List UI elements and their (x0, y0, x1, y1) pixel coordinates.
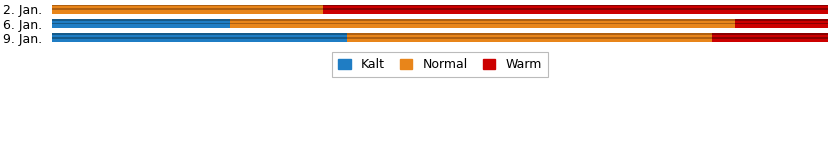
Bar (230, 23, 735, 24)
Bar (323, 5, 829, 14)
Bar (52, 33, 347, 35)
Bar (323, 8, 829, 10)
Bar (52, 33, 347, 42)
Bar (735, 19, 829, 28)
Legend: Kalt, Normal, Warm: Kalt, Normal, Warm (332, 52, 548, 78)
Bar (52, 37, 347, 39)
Bar (52, 23, 230, 24)
Bar (711, 33, 829, 42)
Bar (347, 33, 711, 35)
Bar (347, 37, 711, 39)
Bar (347, 33, 711, 42)
Bar (323, 5, 829, 6)
Bar (52, 8, 323, 10)
Bar (711, 37, 829, 39)
Bar (735, 19, 829, 21)
Bar (711, 33, 829, 35)
Bar (52, 5, 323, 6)
Bar (735, 23, 829, 24)
Bar (52, 5, 323, 14)
Bar (230, 19, 735, 28)
Bar (230, 19, 735, 21)
Bar (52, 19, 230, 21)
Bar (52, 19, 230, 28)
